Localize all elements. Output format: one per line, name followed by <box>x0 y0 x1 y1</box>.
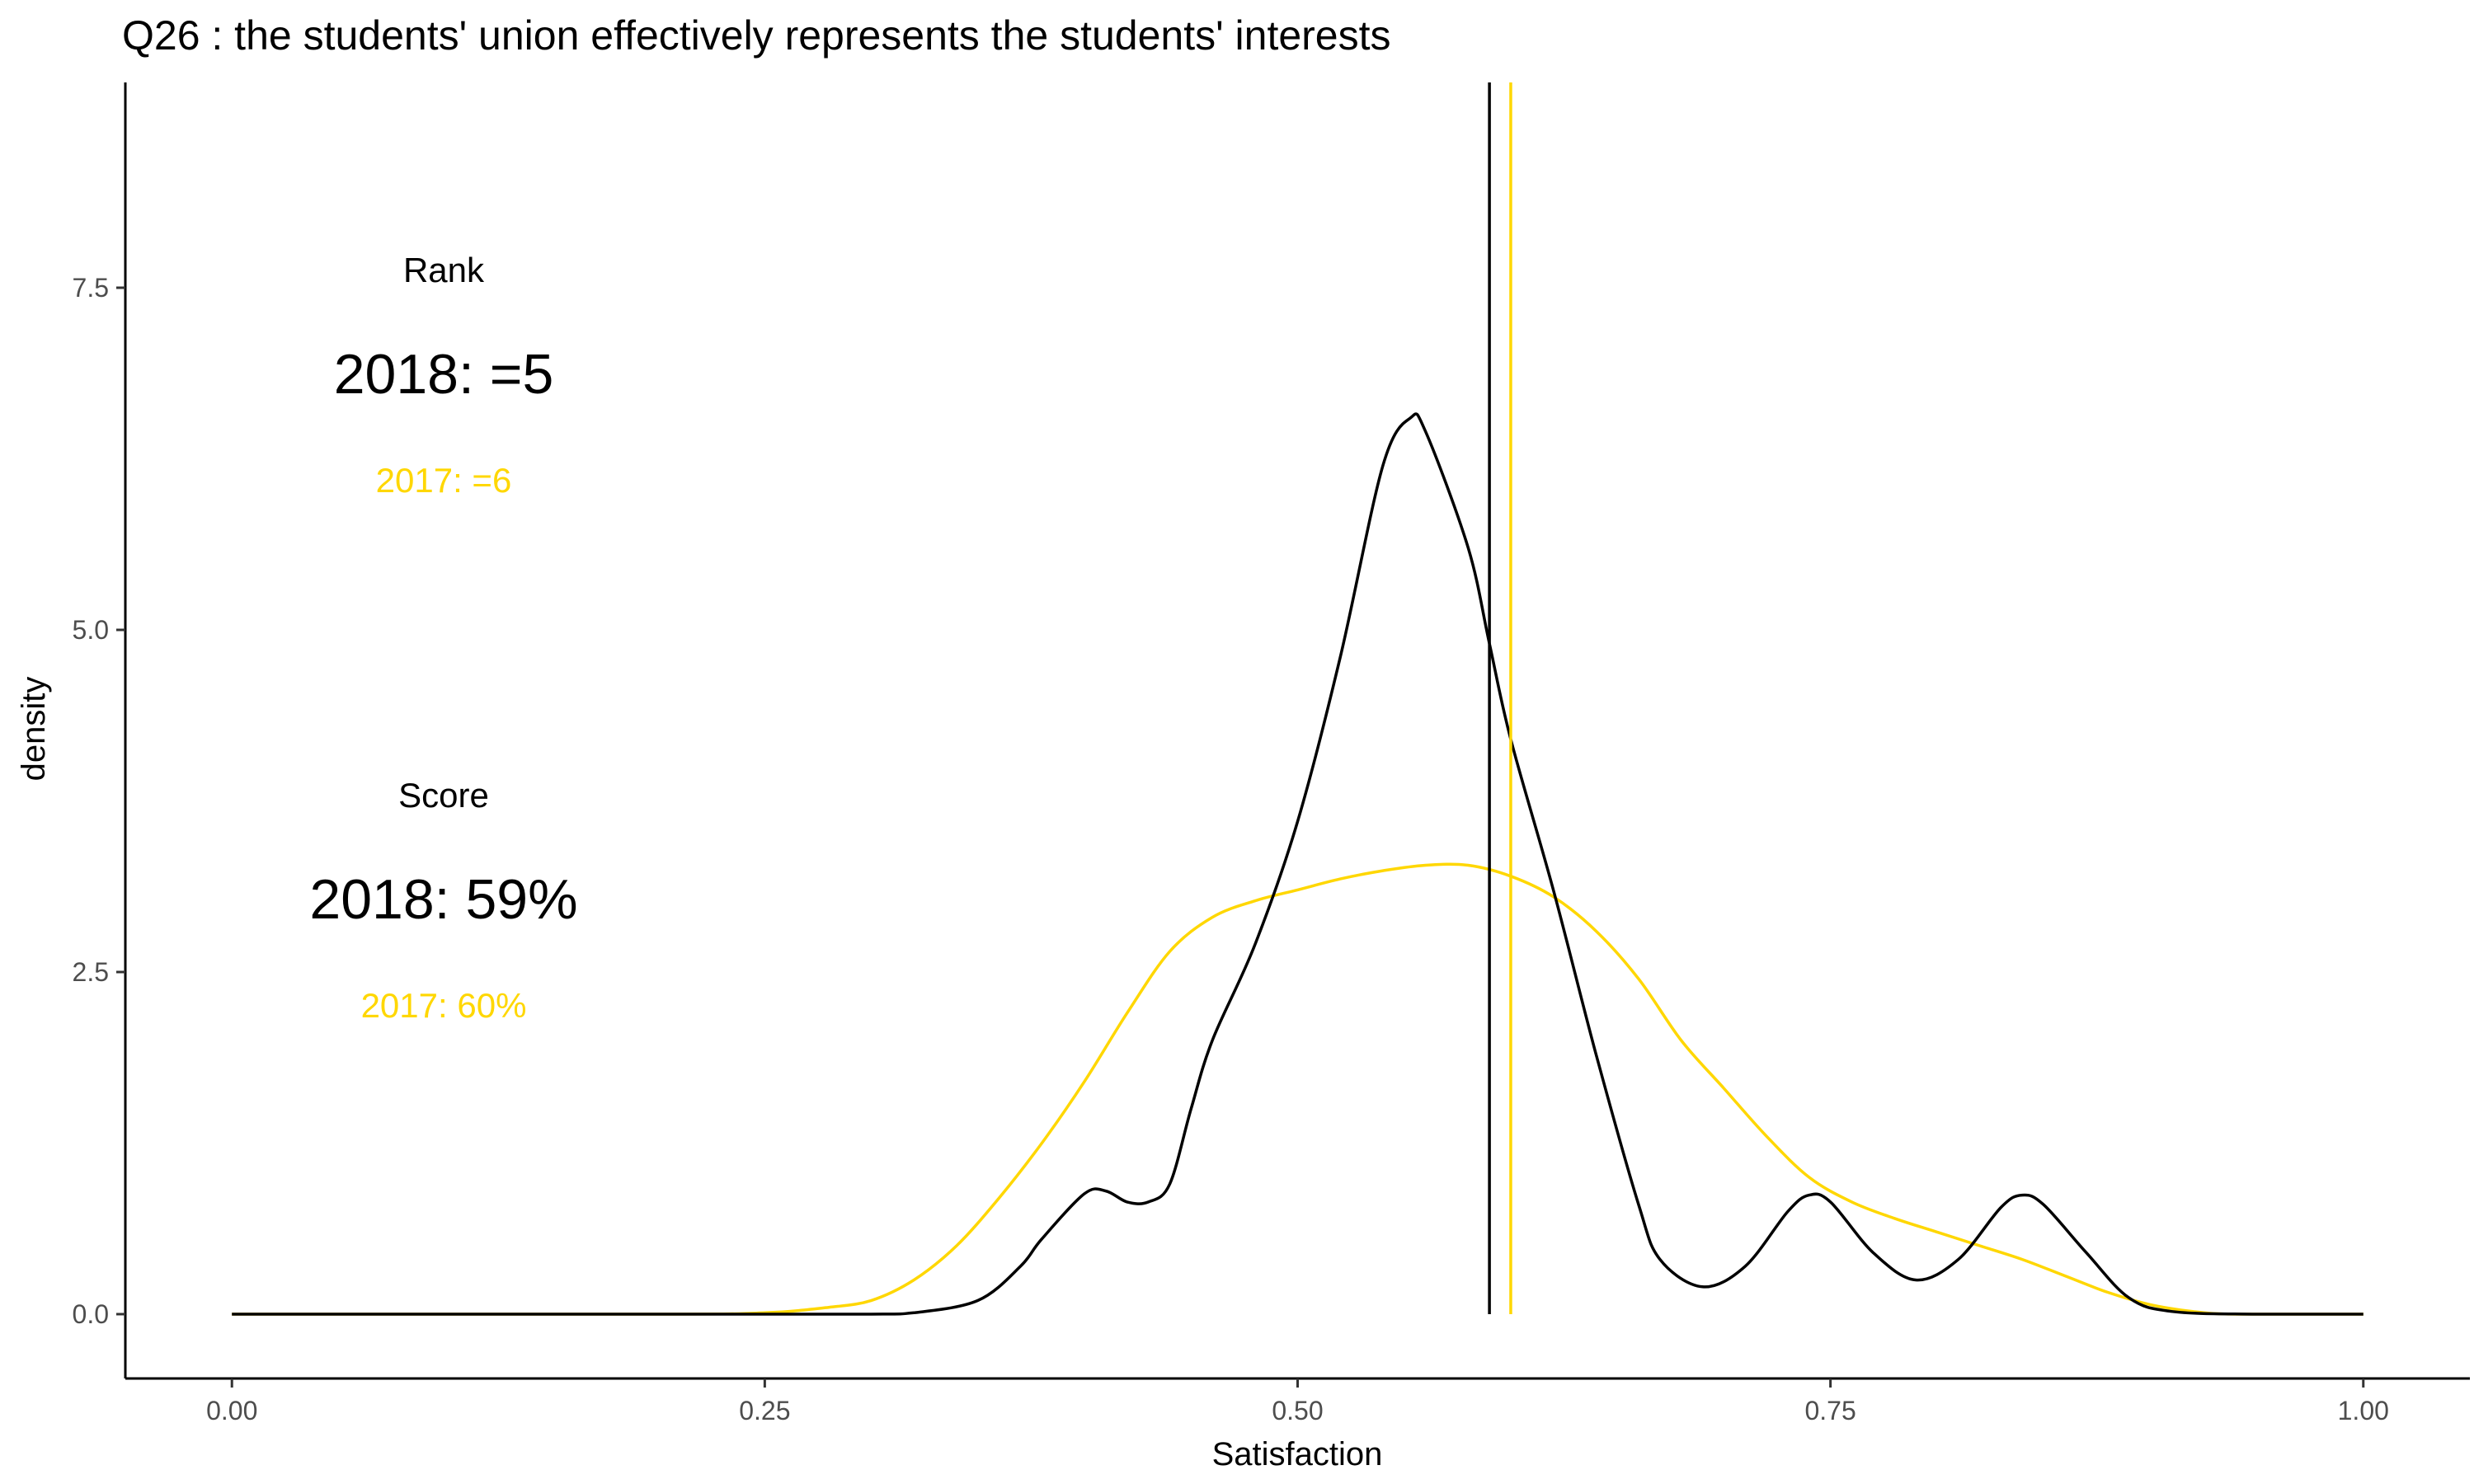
x-tick-label: 0.00 <box>206 1396 257 1425</box>
chart-title: Q26 : the students' union effectively re… <box>122 12 1391 59</box>
density-curve <box>232 412 2363 1316</box>
density-curve <box>232 862 2363 1316</box>
y-tick-label: 2.5 <box>73 957 109 987</box>
annotations: Rank 2018: =5 2017: =6 Score 2018: 59% 2… <box>309 251 577 1025</box>
score-2017: 2017: 60% <box>361 986 527 1025</box>
y-axis-ticks: 0.0 2.5 5.0 7.5 <box>73 273 125 1329</box>
x-axis-ticks: 0.00 0.25 0.50 0.75 1.00 <box>206 1378 2389 1425</box>
y-tick-label: 0.0 <box>73 1299 109 1329</box>
score-2018: 2018: 59% <box>309 868 577 931</box>
x-axis-title: Satisfaction <box>1212 1436 1383 1472</box>
vline-layer <box>1488 82 1512 1314</box>
score-label: Score <box>398 776 489 815</box>
rank-label: Rank <box>403 251 485 289</box>
y-tick-label: 7.5 <box>73 273 109 303</box>
series-layer <box>232 412 2363 1316</box>
y-axis-title: density <box>16 677 52 782</box>
rank-2018: 2018: =5 <box>334 343 554 406</box>
y-tick-label: 5.0 <box>73 615 109 645</box>
x-tick-label: 1.00 <box>2338 1396 2389 1425</box>
x-tick-label: 0.75 <box>1804 1396 1856 1425</box>
rank-2017: 2017: =6 <box>376 461 512 500</box>
x-tick-label: 0.50 <box>1272 1396 1323 1425</box>
x-tick-label: 0.25 <box>739 1396 790 1425</box>
